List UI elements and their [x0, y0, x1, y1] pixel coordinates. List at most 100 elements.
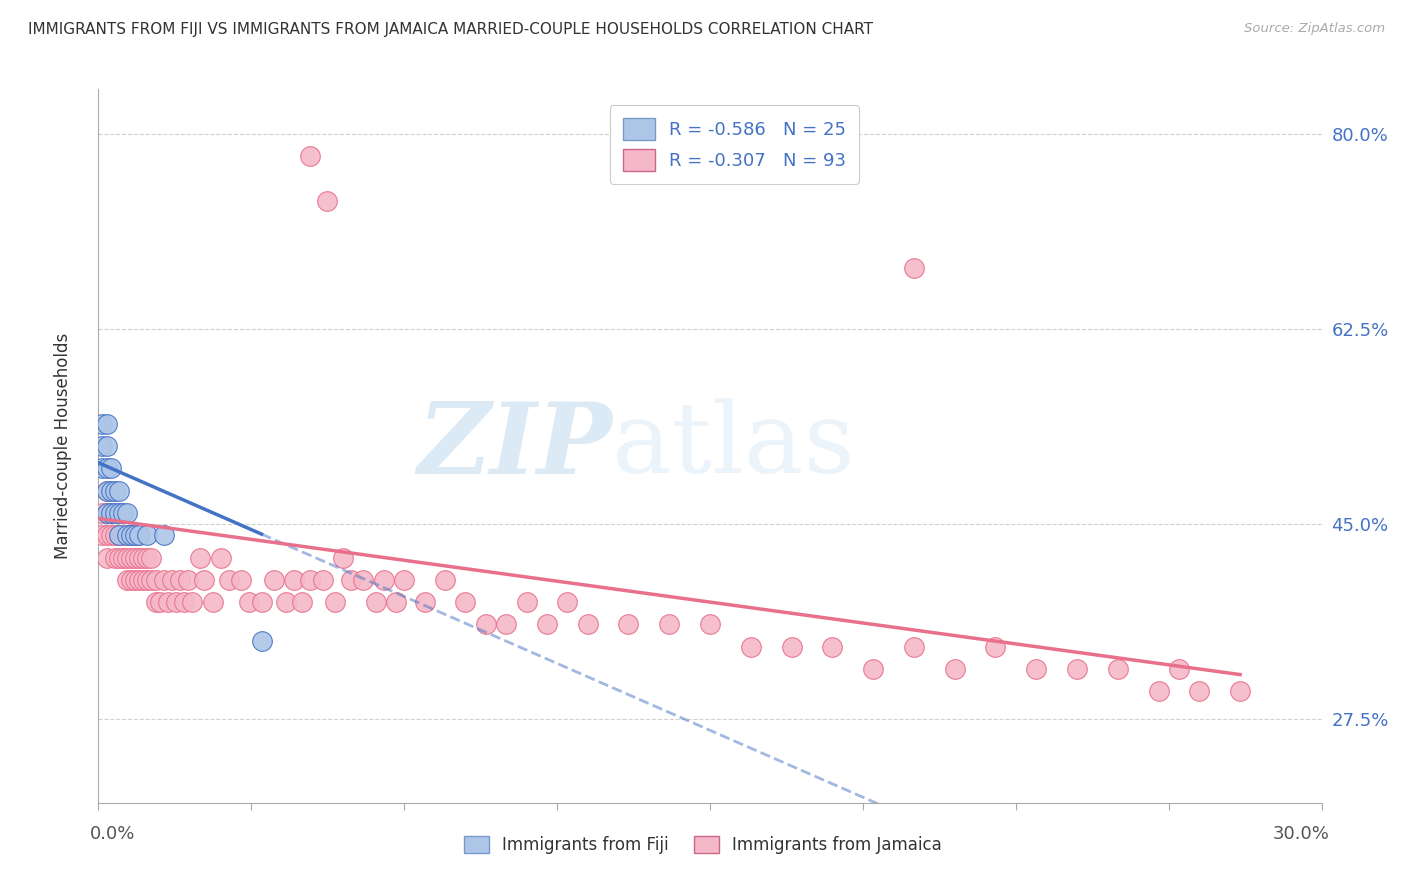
Point: [120, 528, 142, 542]
Point: [108, 506, 131, 520]
Point: [536, 617, 558, 632]
Point: [250, 595, 273, 609]
Point: [299, 573, 322, 587]
Point: [291, 595, 314, 609]
Point: [111, 506, 134, 520]
Point: [108, 528, 131, 542]
Point: [136, 528, 159, 542]
Point: [984, 640, 1007, 654]
Point: [188, 550, 212, 565]
Point: [434, 573, 457, 587]
Point: [699, 617, 721, 632]
Point: [115, 550, 138, 565]
Point: [141, 573, 163, 587]
Point: [96, 528, 118, 542]
Point: [108, 528, 131, 542]
Text: ZIP: ZIP: [418, 398, 612, 494]
Point: [108, 483, 131, 498]
Point: [392, 573, 416, 587]
Point: [149, 595, 172, 609]
Point: [516, 595, 538, 609]
Point: [124, 528, 146, 542]
Point: [115, 506, 138, 520]
Point: [1147, 684, 1170, 698]
Point: [136, 573, 159, 587]
Y-axis label: Married-couple Households: Married-couple Households: [53, 333, 72, 559]
Point: [821, 640, 844, 654]
Point: [96, 506, 118, 520]
Point: [658, 617, 681, 632]
Text: Source: ZipAtlas.com: Source: ZipAtlas.com: [1244, 22, 1385, 36]
Point: [96, 417, 118, 431]
Legend: Immigrants from Fiji, Immigrants from Jamaica: Immigrants from Fiji, Immigrants from Ja…: [457, 829, 949, 861]
Point: [108, 550, 131, 565]
Point: [124, 573, 146, 587]
Point: [120, 550, 142, 565]
Point: [385, 595, 408, 609]
Point: [104, 506, 127, 520]
Point: [283, 573, 305, 587]
Point: [201, 595, 224, 609]
Point: [903, 260, 925, 275]
Point: [96, 439, 118, 453]
Point: [1107, 662, 1129, 676]
Point: [120, 528, 142, 542]
Point: [104, 528, 127, 542]
Point: [454, 595, 477, 609]
Point: [100, 483, 122, 498]
Point: [209, 550, 232, 565]
Point: [141, 550, 163, 565]
Point: [108, 506, 131, 520]
Text: IMMIGRANTS FROM FIJI VS IMMIGRANTS FROM JAMAICA MARRIED-COUPLE HOUSEHOLDS CORREL: IMMIGRANTS FROM FIJI VS IMMIGRANTS FROM …: [28, 22, 873, 37]
Point: [218, 573, 240, 587]
Point: [862, 662, 884, 676]
Point: [160, 573, 183, 587]
Text: 30.0%: 30.0%: [1272, 825, 1330, 843]
Point: [263, 573, 285, 587]
Point: [152, 573, 174, 587]
Point: [169, 573, 191, 587]
Point: [173, 595, 195, 609]
Point: [136, 550, 159, 565]
Point: [100, 528, 122, 542]
Point: [91, 461, 114, 475]
Point: [132, 573, 155, 587]
Point: [352, 573, 374, 587]
Point: [238, 595, 260, 609]
Point: [128, 573, 150, 587]
Point: [740, 640, 762, 654]
Point: [413, 595, 436, 609]
Point: [1188, 684, 1211, 698]
Text: 0.0%: 0.0%: [90, 825, 135, 843]
Point: [128, 528, 150, 542]
Point: [943, 662, 966, 676]
Point: [617, 617, 640, 632]
Point: [165, 595, 187, 609]
Point: [332, 550, 354, 565]
Point: [299, 149, 322, 163]
Point: [91, 506, 114, 520]
Point: [557, 595, 579, 609]
Point: [315, 194, 337, 208]
Point: [193, 573, 215, 587]
Point: [145, 595, 167, 609]
Point: [145, 573, 167, 587]
Point: [111, 528, 134, 542]
Point: [1229, 684, 1251, 698]
Point: [903, 640, 925, 654]
Point: [132, 550, 155, 565]
Point: [128, 528, 150, 542]
Point: [181, 595, 204, 609]
Point: [100, 506, 122, 520]
Point: [104, 550, 127, 565]
Point: [128, 550, 150, 565]
Point: [780, 640, 803, 654]
Point: [115, 528, 138, 542]
Point: [474, 617, 498, 632]
Point: [91, 528, 114, 542]
Point: [250, 634, 273, 648]
Point: [96, 506, 118, 520]
Point: [323, 595, 346, 609]
Point: [1025, 662, 1047, 676]
Point: [576, 617, 599, 632]
